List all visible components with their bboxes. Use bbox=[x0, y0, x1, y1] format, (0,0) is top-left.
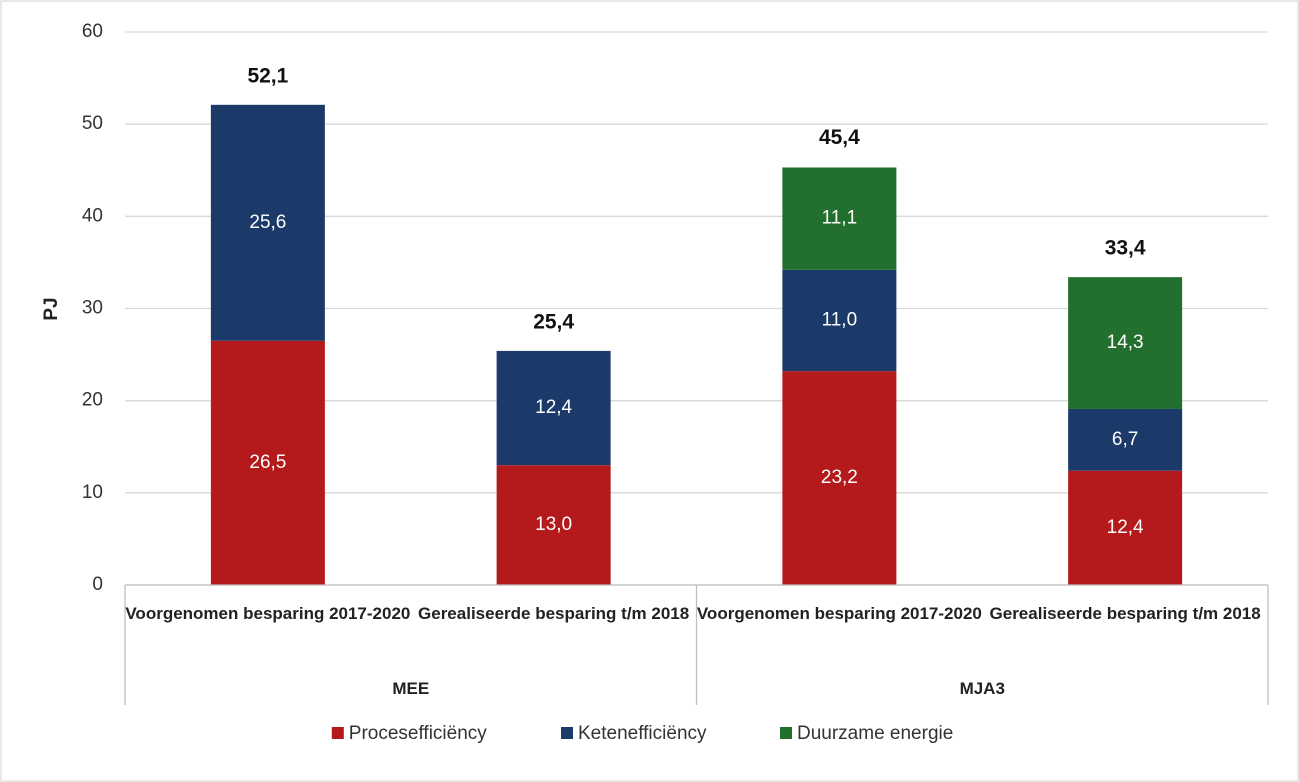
y-tick-label: 20 bbox=[82, 390, 103, 411]
legend-swatch bbox=[780, 727, 792, 739]
y-tick-label: 50 bbox=[82, 113, 103, 134]
legend-label: Procesefficiëncy bbox=[349, 723, 487, 744]
y-tick-label: 10 bbox=[82, 482, 103, 503]
y-tick-label: 60 bbox=[82, 21, 103, 42]
bar-segment bbox=[496, 350, 611, 466]
value-label: 14,3 bbox=[1107, 332, 1144, 353]
value-label: 11,0 bbox=[822, 309, 858, 330]
bar-segment bbox=[782, 269, 897, 372]
x-tick-label: Gerealiseerde besparing t/m 2018 bbox=[989, 604, 1261, 623]
group-label: MEE bbox=[392, 679, 430, 698]
y-tick-label: 30 bbox=[82, 298, 103, 319]
x-tick-label: Gerealiseerde besparing t/m 2018 bbox=[418, 604, 690, 623]
bar-segment bbox=[1068, 277, 1183, 409]
legend-swatch bbox=[561, 727, 573, 739]
bar-segment bbox=[1068, 470, 1183, 585]
legend-label: Ketenefficiëncy bbox=[578, 723, 707, 744]
value-label: 6,7 bbox=[1112, 429, 1138, 450]
bar-segment bbox=[210, 340, 325, 585]
y-axis-label: PJ bbox=[41, 297, 62, 320]
value-label: 11,1 bbox=[822, 208, 858, 229]
value-label: 23,2 bbox=[821, 467, 858, 488]
bar-segment bbox=[210, 104, 325, 341]
value-label: 25,6 bbox=[249, 212, 286, 233]
group-label: MJA3 bbox=[959, 679, 1005, 698]
y-tick-label: 40 bbox=[82, 205, 103, 226]
x-tick-label: Voorgenomen besparing 2017-2020 bbox=[125, 604, 411, 623]
bar-segment bbox=[1068, 408, 1183, 471]
legend-label: Duurzame energie bbox=[797, 723, 953, 744]
bar-segment bbox=[782, 371, 897, 585]
legend-swatch bbox=[331, 727, 344, 739]
y-tick-label: 0 bbox=[92, 574, 103, 595]
value-label: 26,5 bbox=[249, 452, 286, 473]
value-label: 12,4 bbox=[535, 397, 572, 418]
total-label: 25,4 bbox=[533, 310, 574, 333]
bar-segment bbox=[496, 465, 611, 585]
total-label: 33,4 bbox=[1105, 237, 1146, 260]
bar-segment bbox=[782, 167, 897, 270]
value-label: 12,4 bbox=[1107, 517, 1144, 538]
total-label: 52,1 bbox=[247, 64, 288, 87]
x-tick-label: Voorgenomen besparing 2017-2020 bbox=[696, 604, 982, 623]
total-label: 45,4 bbox=[819, 126, 860, 149]
value-label: 13,0 bbox=[535, 514, 572, 535]
